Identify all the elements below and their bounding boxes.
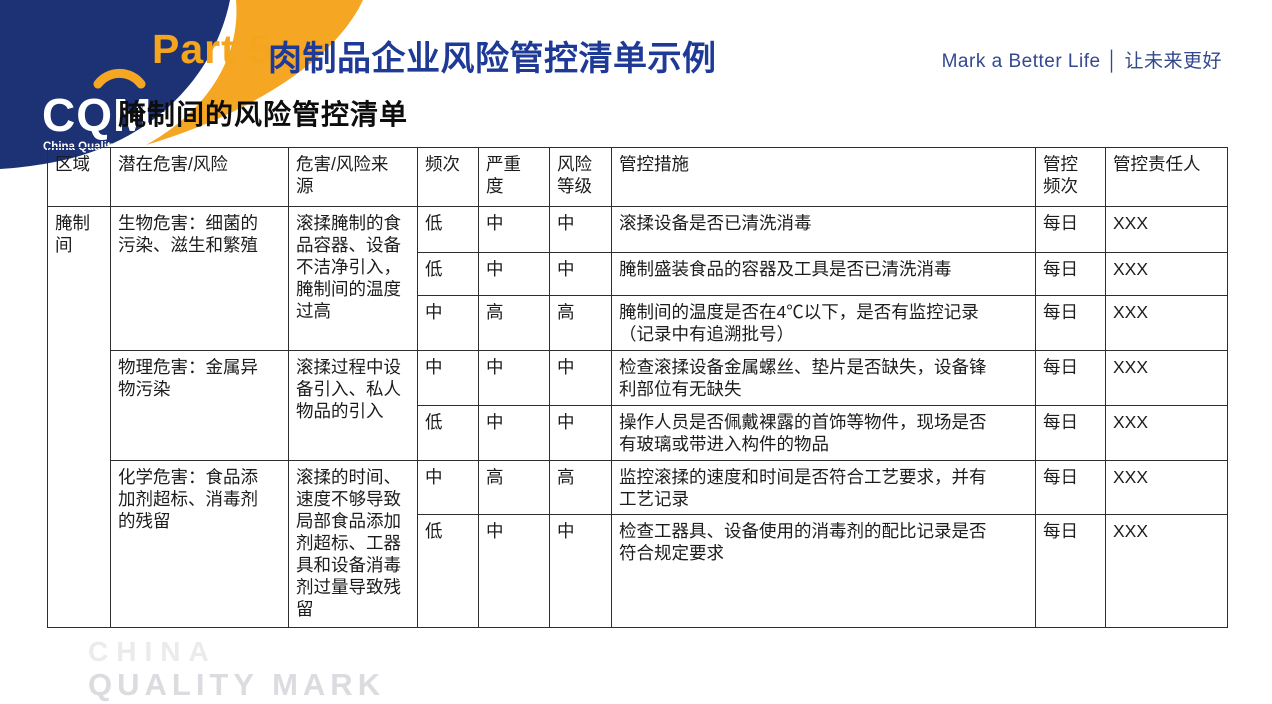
column-header-2: 危害/风险来 源	[288, 147, 418, 207]
watermark-line2: QUALITY MARK	[88, 667, 386, 702]
control-freq-cell: 每日	[1035, 206, 1106, 253]
risk-table-head: 区域 潜在危害/风险 危害/风险来 源频次 严重 度风险 等级 管控措施 管控 频次 管控责…	[47, 147, 1228, 207]
source-cell-1: 滚揉过程中设 备引入、私人 物品的引入	[288, 350, 418, 461]
header-row: 区域 潜在危害/风险 危害/风险来 源频次 严重 度风险 等级 管控措施 管控 频次 管控责…	[47, 147, 1228, 207]
severity-cell: 中	[478, 405, 550, 461]
owner-cell: XXX	[1105, 295, 1228, 351]
risk-level-cell: 中	[549, 405, 612, 461]
risk-level-cell: 中	[549, 514, 612, 628]
section-subtitle: 腌制间的风险管控清单	[118, 100, 409, 131]
table-row: 低中中操作人员是否佩戴裸露的首饰等物件，现场是否 有玻璃或带进入构件的物品 每日 X…	[48, 405, 1228, 461]
freq-cell: 低	[417, 206, 479, 253]
severity-cell: 中	[478, 350, 550, 406]
measure-cell: 监控滚揉的速度和时间是否符合工艺要求，并有 工艺记录	[611, 460, 1036, 515]
freq-cell: 中	[417, 350, 479, 406]
control-freq-cell: 每日	[1035, 350, 1106, 406]
brand-tagline: Mark a Better Life │ 让未来更好	[941, 51, 1222, 72]
control-freq-cell: 每日	[1035, 405, 1106, 461]
table-row: 物理危害：金属异 物污染 滚揉过程中设 备引入、私人 物品的引入中中中检查滚揉设备…	[48, 350, 1228, 461]
source-cell-0: 滚揉腌制的食 品容器、设备 不洁净引入， 腌制间的温度 过高	[288, 206, 418, 351]
control-freq-cell: 每日	[1035, 252, 1106, 296]
hazard-cell-1: 物理危害：金属异 物污染	[110, 350, 289, 461]
owner-cell: XXX	[1105, 460, 1228, 515]
risk-level-cell: 中	[549, 252, 612, 296]
column-header-4: 严重 度	[478, 147, 550, 207]
watermark: CHINA QUALITY MARK	[88, 636, 386, 702]
column-header-6: 管控措施	[611, 147, 1036, 207]
logo-text: CQM	[42, 89, 152, 141]
owner-cell: XXX	[1105, 514, 1228, 628]
severity-cell: 中	[478, 252, 550, 296]
severity-cell: 中	[478, 206, 550, 253]
source-cell-2: 滚揉的时间、 速度不够导致 局部食品添加 剂超标、工器 具和设备消毒 剂过量导致…	[288, 460, 418, 628]
freq-cell: 低	[417, 252, 479, 296]
risk-level-cell: 中	[549, 350, 612, 406]
cqm-logo: CQM China Quality Mark	[0, 0, 363, 169]
column-header-1: 潜在危害/风险	[110, 147, 289, 207]
freq-cell: 低	[417, 514, 479, 628]
page-title: 肉制品企业风险管控清单示例	[268, 40, 717, 78]
area-cell: 腌制间	[47, 206, 111, 628]
risk-table-body: 腌制间 生物危害：细菌的 污染、滋生和繁殖 滚揉腌制的食 品容器、设备 不洁净引入，…	[47, 206, 1228, 628]
logo-navy-circle	[0, 0, 230, 169]
severity-cell: 中	[478, 514, 550, 628]
owner-cell: XXX	[1105, 206, 1228, 253]
freq-cell: 低	[417, 405, 479, 461]
column-header-7: 管控 频次	[1035, 147, 1106, 207]
hazard-cell-2: 化学危害：食品添 加剂超标、消毒剂 的残留	[110, 460, 289, 628]
table-row: 低中中检查工器具、设备使用的消毒剂的配比记录是否 符合规定要求 每日 XXX	[48, 514, 1228, 628]
table-row: 化学危害：食品添 加剂超标、消毒剂 的残留 滚揉的时间、 速度不够导致 局部食品添…	[48, 460, 1228, 628]
logo-orange-swoosh	[146, 0, 363, 145]
severity-cell: 高	[478, 295, 550, 351]
risk-level-cell: 高	[549, 295, 612, 351]
measure-cell: 操作人员是否佩戴裸露的首饰等物件，现场是否 有玻璃或带进入构件的物品	[611, 405, 1036, 461]
control-freq-cell: 每日	[1035, 514, 1106, 628]
risk-table: 区域 潜在危害/风险 危害/风险来 源频次 严重 度风险 等级 管控措施 管控 频次 管控责…	[47, 147, 1228, 628]
measure-cell: 检查滚揉设备金属螺丝、垫片是否缺失，设备锋 利部位有无缺失	[611, 350, 1036, 406]
freq-cell: 中	[417, 295, 479, 351]
column-header-3: 频次	[417, 147, 479, 207]
owner-cell: XXX	[1105, 350, 1228, 406]
risk-level-cell: 中	[549, 206, 612, 253]
control-freq-cell: 每日	[1035, 295, 1106, 351]
owner-cell: XXX	[1105, 252, 1228, 296]
watermark-line1: CHINA	[88, 636, 217, 667]
column-header-8: 管控责任人	[1105, 147, 1228, 207]
severity-cell: 高	[478, 460, 550, 515]
table-row: 腌制间 生物危害：细菌的 污染、滋生和繁殖 滚揉腌制的食 品容器、设备 不洁净引入，…	[47, 206, 1228, 628]
measure-cell: 检查工器具、设备使用的消毒剂的配比记录是否 符合规定要求	[611, 514, 1036, 628]
part-label: Part 5	[152, 26, 272, 72]
risk-level-cell: 高	[549, 460, 612, 515]
measure-cell: 滚揉设备是否已清洗消毒	[611, 206, 1036, 253]
hazard-cell-0: 生物危害：细菌的 污染、滋生和繁殖	[110, 206, 289, 351]
freq-cell: 中	[417, 460, 479, 515]
owner-cell: XXX	[1105, 405, 1228, 461]
control-freq-cell: 每日	[1035, 460, 1106, 515]
column-header-5: 风险 等级	[549, 147, 612, 207]
measure-cell: 腌制盛装食品的容器及工具是否已清洗消毒	[611, 252, 1036, 296]
risk-table-container: 区域 潜在危害/风险 危害/风险来 源频次 严重 度风险 等级 管控措施 管控 频次 管控责…	[47, 147, 1228, 628]
measure-cell: 腌制间的温度是否在4℃以下，是否有监控记录 （记录中有追溯批号）	[611, 295, 1036, 351]
table-row: 中高高腌制间的温度是否在4℃以下，是否有监控记录 （记录中有追溯批号） 每日 XXX	[48, 295, 1228, 351]
logo-orange-arc	[93, 68, 146, 89]
column-header-0: 区域	[47, 147, 111, 207]
